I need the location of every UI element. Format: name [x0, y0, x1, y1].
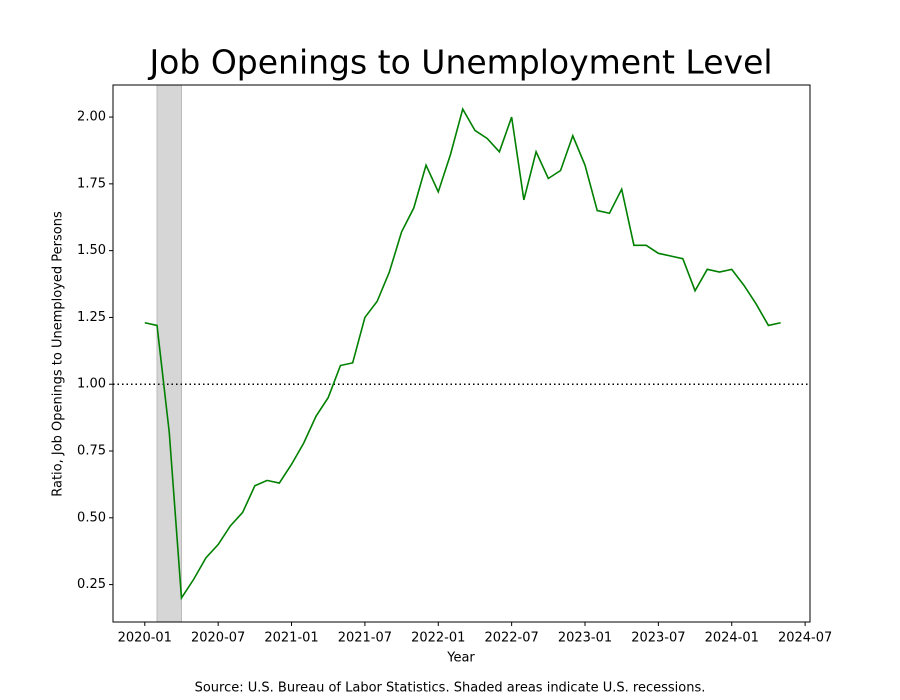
x-tick-label: 2022-07 — [484, 631, 538, 646]
data-line — [144, 106, 781, 601]
x-tick-label: 2021-01 — [264, 631, 318, 646]
x-tick-label: 2020-07 — [191, 631, 245, 646]
y-tick-label: 1.25 — [77, 310, 106, 325]
source-note: Source: U.S. Bureau of Labor Statistics.… — [195, 681, 706, 696]
y-tick-label: 1.75 — [77, 176, 106, 191]
x-tick-label: 2024-07 — [778, 631, 832, 646]
y-tick-label: 1.00 — [77, 377, 106, 392]
y-tick-label: 2.00 — [77, 110, 106, 125]
x-tick-label: 2023-07 — [631, 631, 685, 646]
x-tick-label: 2022-01 — [411, 631, 465, 646]
x-tick-label: 2021-07 — [338, 631, 392, 646]
x-tick-label: 2023-01 — [558, 631, 612, 646]
x-tick-label: 2020-01 — [118, 631, 172, 646]
y-tick-label: 1.50 — [77, 243, 106, 258]
y-tick-label: 0.25 — [77, 577, 106, 592]
plot-frame — [112, 84, 811, 623]
chart-title: Job Openings to Unemployment Level — [147, 43, 772, 82]
y-axis-label: Ratio, Job Openings to Unemployed Person… — [51, 211, 66, 497]
x-tick-label: 2024-01 — [705, 631, 759, 646]
y-tick-label: 0.50 — [77, 510, 106, 525]
y-tick-label: 0.75 — [77, 444, 106, 459]
x-axis-label: Year — [446, 651, 475, 666]
